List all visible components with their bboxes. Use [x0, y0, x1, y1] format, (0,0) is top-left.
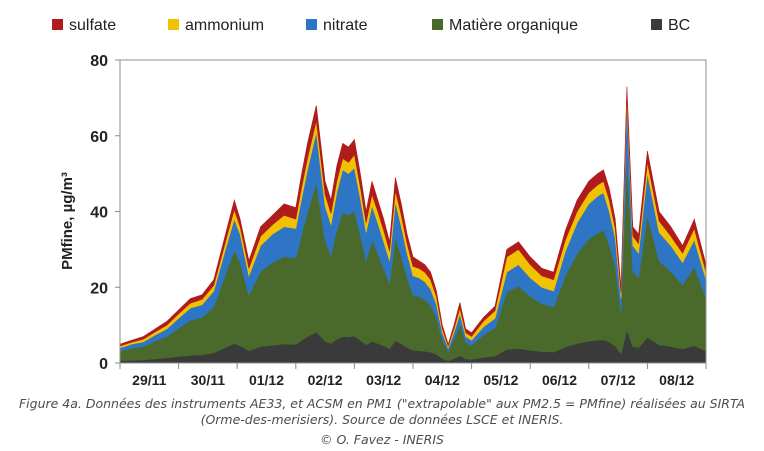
y-tick-label: 80	[90, 53, 108, 70]
x-tick-label: 05/12	[483, 372, 518, 388]
x-tick-label: 04/12	[425, 372, 460, 388]
x-tick-label: 01/12	[249, 372, 284, 388]
y-tick-label: 20	[90, 280, 108, 297]
x-tick-label: 06/12	[542, 372, 577, 388]
y-tick-label: 40	[90, 205, 108, 222]
legend-label-nitrate: nitrate	[323, 17, 368, 34]
y-axis: 0 20 40 60 80	[90, 53, 120, 373]
y-axis-label: PMfine, µg/m³	[59, 172, 76, 270]
x-tick-label: 02/12	[308, 372, 343, 388]
x-axis: 29/11 30/11 01/12 02/12 03/12 04/12 05/12 06/12…	[119, 363, 707, 388]
caption-line-2: (Orme-des-merisiers). Source de données …	[200, 412, 564, 427]
figure-caption: Figure 4a. Données des instruments AE33,…	[0, 396, 764, 428]
legend-swatch-bc	[651, 19, 662, 30]
legend-label-bc: BC	[668, 17, 690, 34]
caption-credit: © O. Favez - INERIS	[320, 432, 444, 447]
legend: sulfate ammonium nitrate Matière organique B…	[52, 17, 690, 34]
caption-line-1: Figure 4a. Données des instruments AE33,…	[18, 396, 746, 411]
x-tick-label: 08/12	[659, 372, 694, 388]
legend-label-sulfate: sulfate	[69, 17, 116, 34]
y-tick-label: 60	[90, 129, 108, 146]
plot-area	[119, 59, 707, 364]
legend-label-ammonium: ammonium	[185, 17, 264, 34]
y-tick-label: 0	[99, 356, 108, 373]
stacked-area-chart: sulfate ammonium nitrate Matière organique B…	[52, 17, 707, 388]
x-tick-label: 07/12	[601, 372, 636, 388]
legend-swatch-nitrate	[306, 19, 317, 30]
x-tick-label: 29/11	[132, 372, 166, 388]
legend-swatch-ammonium	[168, 19, 179, 30]
x-tick-label: 03/12	[366, 372, 401, 388]
legend-swatch-sulfate	[52, 19, 63, 30]
x-tick-label: 30/11	[191, 372, 225, 388]
legend-swatch-mati-re-organique	[432, 19, 443, 30]
legend-label-mati-re-organique: Matière organique	[449, 17, 578, 34]
